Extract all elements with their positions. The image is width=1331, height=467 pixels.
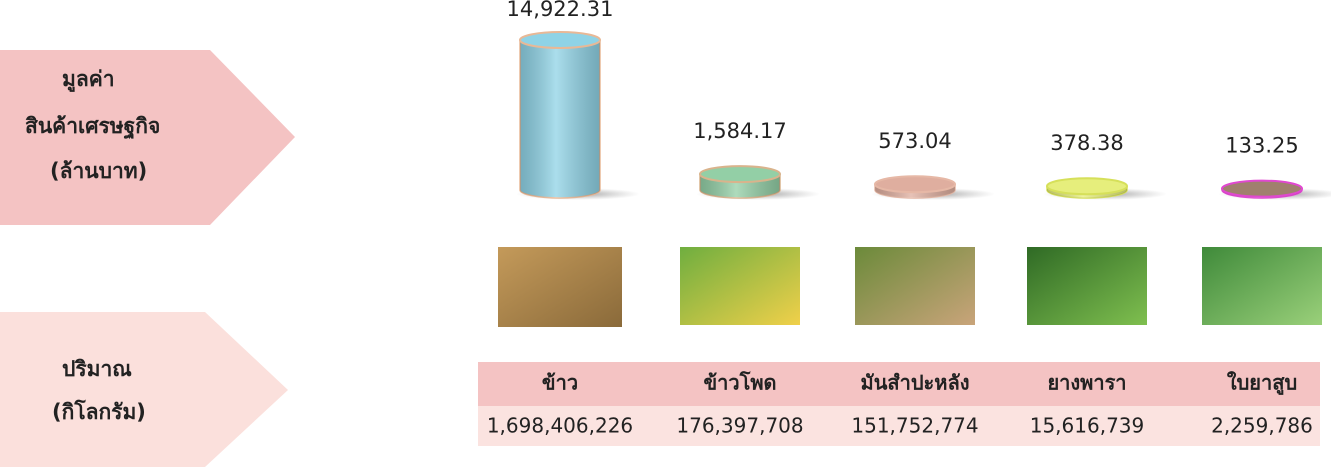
side-label: (กิโลกรัม) [52, 399, 146, 424]
value-label: 573.04 [878, 129, 951, 153]
side-label: สินค้าเศรษฐกิจ [25, 114, 160, 140]
crop-photo [1027, 247, 1147, 325]
bar [875, 176, 955, 198]
quantity-label: 176,397,708 [676, 414, 803, 438]
crop-photo [1202, 247, 1322, 325]
bar [520, 32, 600, 198]
crop-photo [498, 247, 622, 327]
category-label: ข้าว [542, 371, 578, 395]
category-label: ยางพารา [1047, 371, 1126, 395]
category-label: ใบยาสูบ [1227, 371, 1297, 397]
side-label: ปริมาณ [62, 357, 132, 381]
crop-photo [680, 247, 800, 325]
quantity-label: 15,616,739 [1030, 414, 1145, 438]
category-label: มันสำปะหลัง [861, 371, 970, 395]
value-label: 133.25 [1225, 134, 1298, 158]
bar [700, 166, 780, 198]
crop-photo [855, 247, 975, 325]
value-label: 14,922.31 [507, 0, 614, 21]
bar [1222, 181, 1302, 198]
bar [1047, 178, 1127, 198]
quantity-arrow [0, 312, 288, 467]
side-label: มูลค่า [62, 67, 115, 93]
quantity-label: 1,698,406,226 [487, 414, 633, 438]
value-label: 1,584.17 [693, 119, 787, 143]
quantity-label: 151,752,774 [851, 414, 978, 438]
quantity-label: 2,259,786 [1211, 414, 1313, 438]
side-label: (ล้านบาท) [50, 159, 147, 183]
value-label: 378.38 [1050, 131, 1123, 155]
infographic: มูลค่า สินค้าเศรษฐกิจ (ล้านบาท) ปริมาณ (… [0, 0, 1331, 467]
category-label: ข้าวโพด [703, 371, 776, 395]
